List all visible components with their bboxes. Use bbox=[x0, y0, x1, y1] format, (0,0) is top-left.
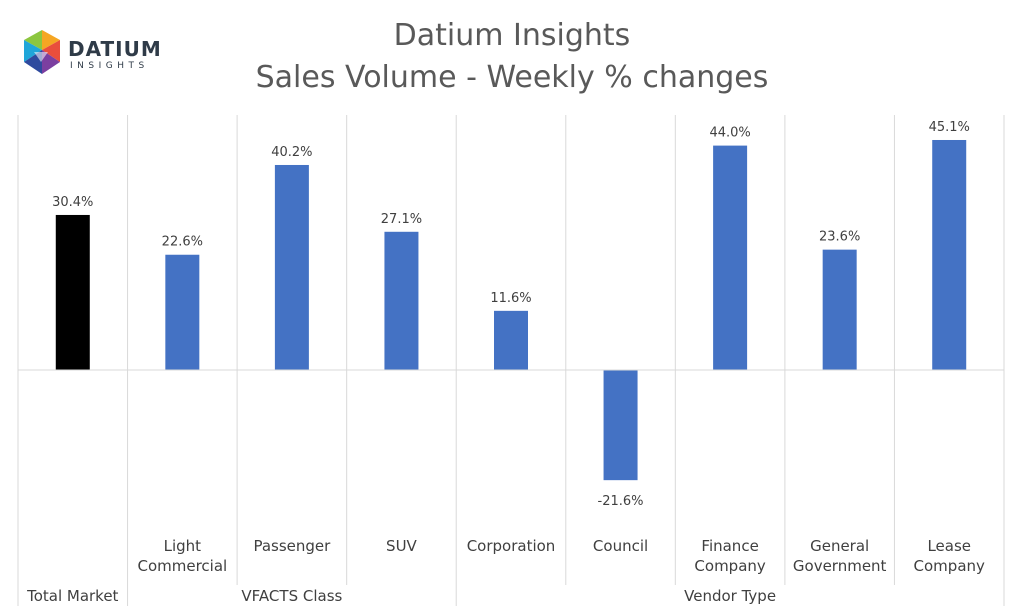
category-label: SUV bbox=[386, 537, 418, 555]
value-label: 23.6% bbox=[819, 230, 860, 245]
chart-subtitle: Sales Volume - Weekly % changes bbox=[256, 60, 769, 95]
bars-layer bbox=[55, 139, 967, 481]
value-label: -21.6% bbox=[598, 494, 644, 509]
category-label: Lease bbox=[927, 537, 971, 555]
value-label: 45.1% bbox=[929, 120, 970, 135]
group-label: VFACTS Class bbox=[241, 587, 342, 605]
bar-finance-company bbox=[713, 145, 748, 370]
category-labels-layer: Light Commercial Passenger SUV Corporation Co… bbox=[137, 537, 985, 575]
logo-subword: INSIGHTS bbox=[70, 61, 149, 71]
category-label: Passenger bbox=[253, 537, 331, 555]
logo-mark-icon bbox=[24, 30, 60, 74]
category-label: Corporation bbox=[467, 537, 556, 555]
category-label: Company bbox=[914, 557, 985, 575]
bar-passenger bbox=[274, 164, 309, 370]
value-label: 11.6% bbox=[490, 291, 531, 306]
value-label: 30.4% bbox=[52, 195, 93, 210]
value-labels-layer: 30.4% 22.6% 40.2% 27.1% 11.6% -21.6% 44.0% 23.6… bbox=[52, 120, 970, 509]
category-label: Light bbox=[164, 537, 202, 555]
group-label: Total Market bbox=[26, 587, 118, 605]
bar-council bbox=[603, 370, 638, 481]
category-label: Company bbox=[694, 557, 765, 575]
value-label: 40.2% bbox=[271, 145, 312, 160]
value-label: 27.1% bbox=[381, 212, 422, 227]
value-label: 22.6% bbox=[162, 235, 203, 250]
bar-total-market bbox=[55, 214, 90, 370]
bar-lease-company bbox=[932, 139, 967, 370]
bar-suv bbox=[384, 231, 419, 370]
group-labels-layer: Total Market VFACTS Class Vendor Type bbox=[26, 587, 776, 605]
logo: DATIUM INSIGHTS bbox=[24, 30, 162, 74]
category-label: Council bbox=[593, 537, 648, 555]
category-label: Finance bbox=[701, 537, 758, 555]
category-label: General bbox=[810, 537, 869, 555]
value-label: 44.0% bbox=[709, 126, 750, 141]
logo-word: DATIUM bbox=[68, 37, 162, 61]
category-label: Commercial bbox=[137, 557, 227, 575]
group-label: Vendor Type bbox=[684, 587, 776, 605]
bar-general-government bbox=[822, 249, 857, 370]
category-separators bbox=[17, 115, 1005, 606]
category-label: Government bbox=[793, 557, 887, 575]
chart-title: Datium Insights bbox=[394, 18, 631, 53]
bar-corporation bbox=[494, 310, 528, 370]
bar-light-commercial bbox=[165, 254, 200, 370]
